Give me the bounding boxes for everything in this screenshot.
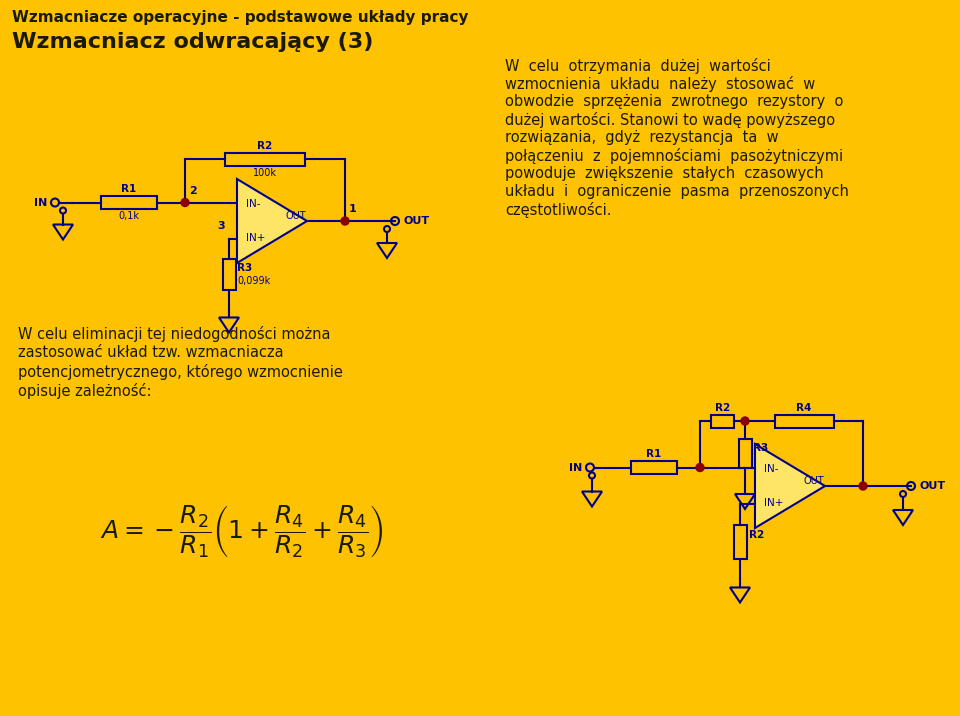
Polygon shape — [755, 444, 825, 528]
Text: częstotliwości.: częstotliwości. — [505, 202, 612, 218]
Text: R4: R4 — [796, 402, 812, 412]
Text: dużej wartości. Stanowi to wadę powyższego: dużej wartości. Stanowi to wadę powyższe… — [505, 112, 835, 128]
Text: wzmocnienia  układu  należy  stosować  w: wzmocnienia układu należy stosować w — [505, 76, 815, 92]
Text: OUT: OUT — [803, 476, 824, 486]
Text: $A = -\dfrac{R_2}{R_1}\left(1 + \dfrac{R_4}{R_2} + \dfrac{R_4}{R_3}\right)$: $A = -\dfrac{R_2}{R_1}\left(1 + \dfrac{R… — [100, 503, 384, 559]
Text: IN: IN — [34, 198, 47, 208]
Text: powoduje  zwiększenie  stałych  czasowych: powoduje zwiększenie stałych czasowych — [505, 166, 824, 181]
Text: OUT: OUT — [919, 481, 946, 491]
Text: potencjometrycznego, którego wzmocnienie: potencjometrycznego, którego wzmocnienie — [18, 364, 343, 380]
Text: rozwiązania,  gdyż  rezystancja  ta  w: rozwiązania, gdyż rezystancja ta w — [505, 130, 779, 145]
Text: połączeniu  z  pojemnościami  pasożytniczymi: połączeniu z pojemnościami pasożytniczym… — [505, 148, 843, 164]
Text: 1: 1 — [349, 204, 357, 214]
Circle shape — [696, 463, 704, 472]
Text: R3: R3 — [754, 442, 769, 453]
Text: IN: IN — [568, 463, 582, 473]
Bar — [631, 461, 677, 474]
Text: IN-: IN- — [764, 464, 779, 474]
Text: R2: R2 — [749, 531, 764, 541]
Text: IN+: IN+ — [764, 498, 783, 508]
Text: OUT: OUT — [285, 211, 305, 221]
Text: 0,099k: 0,099k — [237, 276, 271, 286]
Text: W  celu  otrzymania  dużej  wartości: W celu otrzymania dużej wartości — [505, 58, 771, 74]
Text: opisuje zależność:: opisuje zależność: — [18, 383, 152, 399]
Bar — [101, 196, 157, 209]
Circle shape — [859, 482, 867, 490]
Text: Wzmacniacz odwracający (3): Wzmacniacz odwracający (3) — [12, 32, 373, 52]
Polygon shape — [237, 179, 307, 263]
Bar — [775, 415, 833, 427]
Text: W celu eliminacji tej niedogodności można: W celu eliminacji tej niedogodności możn… — [18, 326, 330, 342]
Text: obwodzie  sprzężenia  zwrotnego  rezystory  o: obwodzie sprzężenia zwrotnego rezystory … — [505, 94, 844, 109]
Circle shape — [741, 417, 749, 425]
Bar — [738, 439, 752, 468]
Bar — [225, 153, 305, 165]
Text: IN+: IN+ — [246, 233, 265, 243]
Text: 2: 2 — [189, 185, 197, 195]
Circle shape — [181, 198, 189, 206]
Text: układu  i  ograniczenie  pasma  przenoszonych: układu i ograniczenie pasma przenoszonyc… — [505, 184, 849, 199]
Bar — [733, 525, 747, 559]
Bar — [223, 258, 235, 290]
Text: R3: R3 — [237, 263, 252, 274]
Bar — [711, 415, 733, 427]
Text: zastosować układ tzw. wzmacniacza: zastosować układ tzw. wzmacniacza — [18, 345, 283, 360]
Text: R2: R2 — [257, 140, 273, 150]
Circle shape — [341, 217, 349, 225]
Text: IN-: IN- — [246, 199, 260, 209]
Text: R1: R1 — [121, 184, 136, 194]
Text: OUT: OUT — [403, 216, 429, 226]
Text: Wzmacniacze operacyjne - podstawowe układy pracy: Wzmacniacze operacyjne - podstawowe ukła… — [12, 10, 468, 25]
Text: 100k: 100k — [253, 168, 277, 178]
Text: R2: R2 — [715, 402, 731, 412]
Text: R1: R1 — [646, 449, 661, 459]
Text: 3: 3 — [217, 221, 225, 231]
Text: 0,1k: 0,1k — [118, 211, 139, 221]
